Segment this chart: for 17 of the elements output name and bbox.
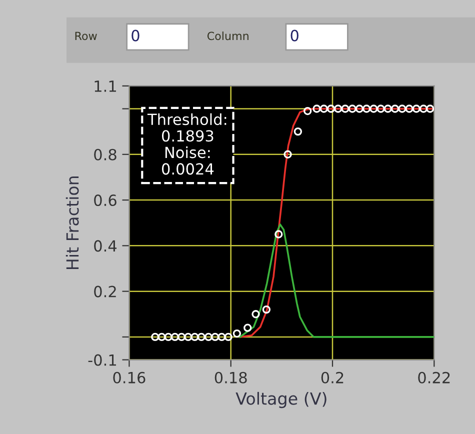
y-tick-label: 0.8 — [94, 148, 116, 160]
text: Row — [75, 32, 97, 40]
x-tick-label: 0.22 — [418, 372, 450, 384]
text: 0 — [132, 30, 140, 42]
y-tick-label: 0.2 — [94, 286, 116, 298]
annotation: Threshold: 0.1893 Noise: 0.0024 — [147, 113, 226, 175]
y-tick-label: -0.1 — [88, 354, 116, 366]
x-axis-title: Voltage (V) — [236, 392, 326, 408]
x-tick-label: 0.2 — [321, 372, 344, 384]
x-tick-label: 0.16 — [113, 372, 146, 384]
y-axis-title: Hit Fraction — [66, 176, 79, 269]
text: 0 — [290, 30, 298, 42]
y-tick-label: 0.6 — [94, 194, 116, 206]
x-tick-label: 0.18 — [214, 372, 247, 384]
text: Column — [207, 32, 248, 40]
y-tick-label: 0.4 — [94, 240, 117, 252]
y-tick-label: 1.1 — [94, 80, 116, 92]
